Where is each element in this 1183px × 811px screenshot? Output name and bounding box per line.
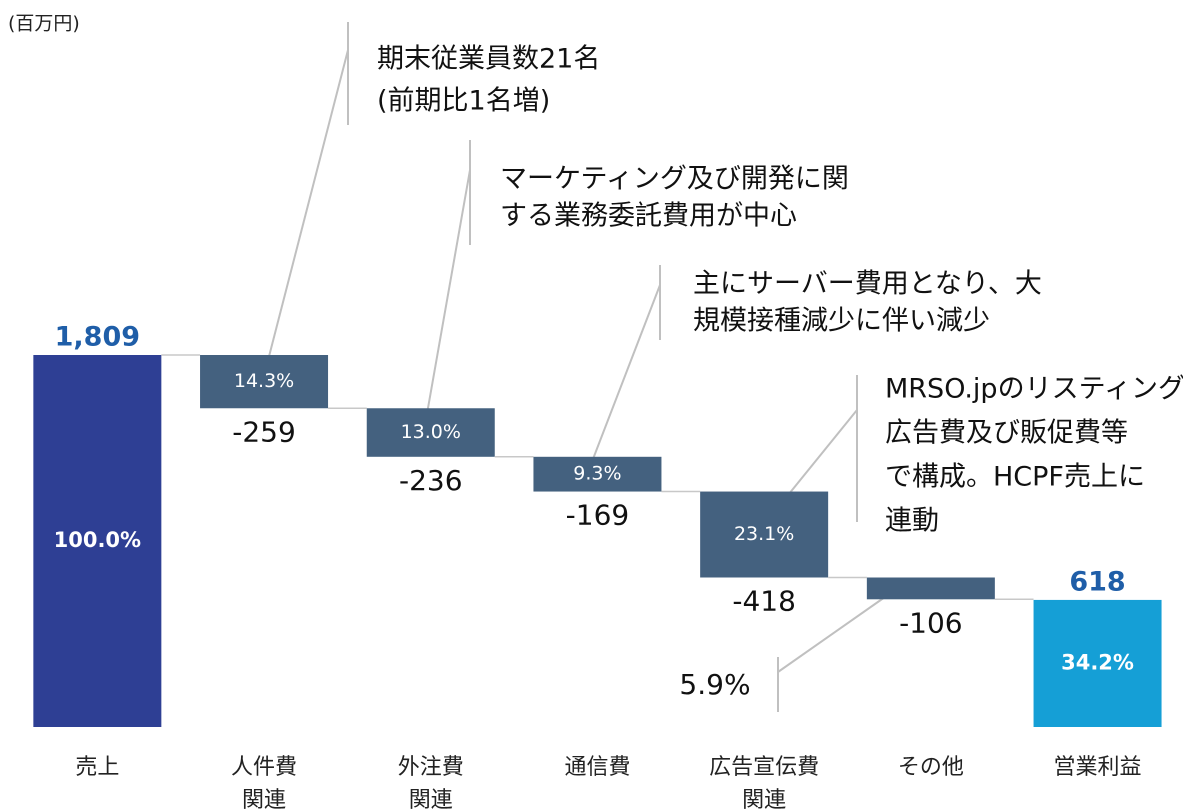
bar (866, 577, 995, 600)
annotation-leaders (264, 22, 886, 712)
value-label: 1,809 (55, 322, 140, 353)
x-tick-label: 外注費 (398, 755, 464, 780)
annotation: マーケティング及び開発に関 (500, 164, 849, 195)
bar (200, 355, 329, 409)
annotation: MRSO.jpのリスティング (885, 374, 1183, 405)
x-tick-label: その他 (898, 755, 964, 780)
leader (582, 284, 661, 486)
x-tick-label: 関連 (242, 788, 286, 811)
value-label: -259 (232, 415, 296, 448)
share-label: 23.1% (734, 523, 794, 545)
bar (533, 456, 662, 492)
bar (33, 355, 162, 727)
share-label: 100.0% (54, 528, 141, 552)
x-tick-label: 広告宣伝費 (709, 755, 819, 780)
value-label: -418 (732, 585, 796, 618)
x-tick-label: 通信費 (564, 755, 630, 780)
leader (264, 49, 349, 373)
annotation: 主にサーバー費用となり、大 (693, 269, 1042, 300)
share-label: 14.3% (234, 370, 294, 392)
share-label: 34.2% (1061, 650, 1134, 674)
bar (366, 408, 495, 457)
annotation: (前期比1名増) (377, 86, 550, 117)
annotation: 規模接種減少に伴い減少 (693, 306, 990, 337)
annotation: 連動 (885, 506, 939, 537)
leader (424, 169, 471, 426)
value-label: 618 (1069, 566, 1125, 597)
x-tick-label: 関連 (742, 788, 786, 811)
x-tick-label: 関連 (409, 788, 453, 811)
share-label: 13.0% (401, 421, 461, 443)
share-label: 9.3% (573, 463, 621, 485)
x-tick-label: 売上 (75, 755, 119, 780)
bar (1033, 599, 1162, 727)
annotation: で構成。HCPF売上に (885, 462, 1145, 493)
value-label: -169 (566, 499, 630, 532)
x-tick-label: 人件費 (231, 755, 297, 780)
leader (777, 596, 886, 673)
annotation: 広告費及び販促費等 (885, 418, 1128, 449)
x-tick-label: 営業利益 (1054, 755, 1142, 780)
annotation: 期末従業員数21名 (377, 44, 600, 75)
value-label: -106 (899, 606, 963, 639)
value-label: -236 (399, 464, 463, 497)
bar (700, 491, 829, 578)
share-label: 5.9% (679, 668, 750, 701)
leader (779, 409, 858, 506)
unit-label: (百万円) (8, 13, 80, 35)
annotation: する業務委託費用が中心 (500, 201, 797, 232)
